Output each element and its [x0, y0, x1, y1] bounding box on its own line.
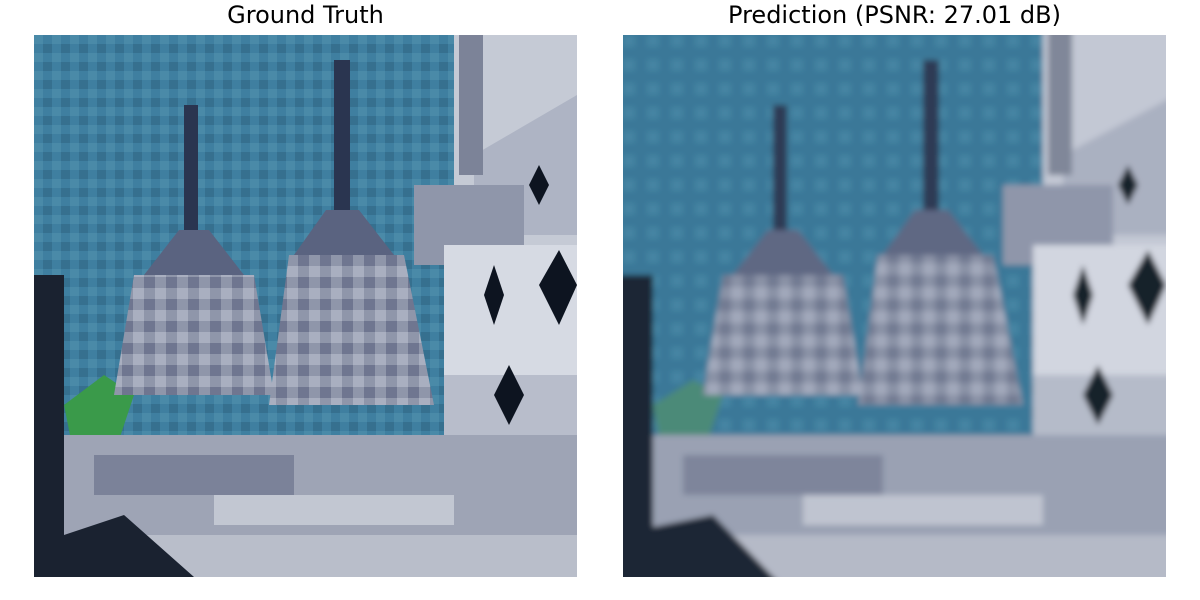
- stupa-center: [269, 255, 434, 405]
- ground-truth-title: Ground Truth: [227, 1, 384, 29]
- lattice-window-icon: [484, 265, 504, 325]
- prediction-scene: [623, 35, 1166, 577]
- stupa-left: [114, 275, 274, 395]
- ground-truth-image: [34, 35, 577, 577]
- ground-truth-scene: [34, 35, 577, 577]
- left-shadow: [34, 275, 64, 577]
- spire-right: [459, 35, 483, 175]
- prediction-title: Prediction (PSNR: 27.01 dB): [728, 1, 1061, 29]
- spire-left: [184, 105, 198, 235]
- spire-center: [334, 60, 350, 215]
- prediction-image: [623, 35, 1166, 577]
